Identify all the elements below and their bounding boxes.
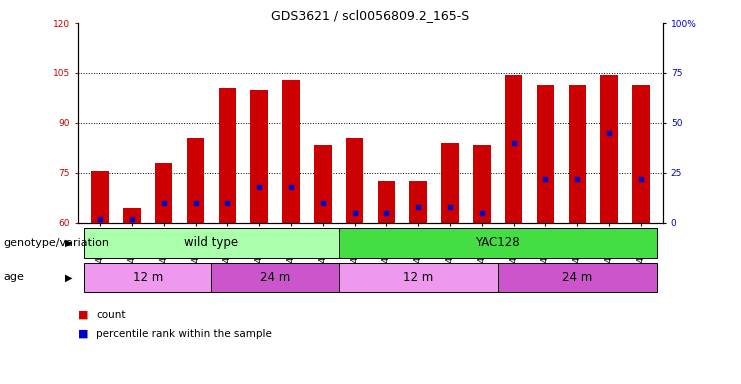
Bar: [442, 143, 459, 223]
Bar: [473, 144, 491, 223]
Bar: [250, 89, 268, 223]
Text: YAC128: YAC128: [476, 237, 520, 249]
Bar: [84, 228, 339, 258]
Text: ■: ■: [78, 310, 88, 320]
Bar: [410, 181, 427, 223]
Title: GDS3621 / scl0056809.2_165-S: GDS3621 / scl0056809.2_165-S: [271, 9, 470, 22]
Bar: [314, 144, 331, 223]
Bar: [123, 208, 141, 223]
Bar: [155, 163, 173, 223]
Text: count: count: [96, 310, 126, 320]
Bar: [219, 88, 236, 223]
Text: ▶: ▶: [65, 238, 73, 248]
Bar: [339, 263, 498, 292]
Text: age: age: [4, 272, 24, 283]
Bar: [632, 84, 650, 223]
Bar: [378, 181, 395, 223]
Text: percentile rank within the sample: percentile rank within the sample: [96, 329, 272, 339]
Bar: [536, 84, 554, 223]
Bar: [346, 138, 363, 223]
Bar: [600, 74, 618, 223]
Bar: [282, 79, 299, 223]
Text: 24 m: 24 m: [562, 271, 592, 284]
Bar: [568, 84, 586, 223]
Text: 12 m: 12 m: [403, 271, 433, 284]
Bar: [339, 228, 657, 258]
Text: 12 m: 12 m: [133, 271, 163, 284]
Text: genotype/variation: genotype/variation: [4, 238, 110, 248]
Bar: [498, 263, 657, 292]
Text: wild type: wild type: [185, 237, 239, 249]
Bar: [91, 171, 109, 223]
Bar: [211, 263, 339, 292]
Text: ■: ■: [78, 329, 88, 339]
Bar: [84, 263, 211, 292]
Text: 24 m: 24 m: [260, 271, 290, 284]
Bar: [505, 74, 522, 223]
Bar: [187, 138, 205, 223]
Text: ▶: ▶: [65, 272, 73, 283]
